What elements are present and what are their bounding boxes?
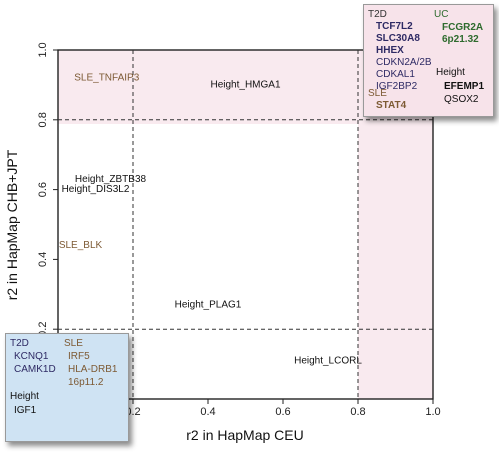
- box-top-t2d-gene: IGF2BP2: [376, 81, 418, 92]
- data-point-label: Height_PLAG1: [175, 299, 242, 310]
- reference-lines: [58, 50, 433, 399]
- box-bottom-t2d-label: T2D: [10, 338, 29, 349]
- box-top-t2d-gene: HHEX: [376, 45, 404, 56]
- box-top-sle-gene: STAT4: [376, 100, 407, 111]
- y-tick-label: 0.4: [37, 252, 49, 267]
- data-point-label: Height_LCORL: [294, 355, 362, 366]
- box-top-t2d-gene: CDKN2A/2B: [376, 57, 432, 68]
- x-tick-label: 0.2: [125, 406, 140, 418]
- plot-frame: [57, 49, 434, 400]
- box-top-t2d-label: T2D: [368, 9, 387, 20]
- y-tick-label: 0.8: [37, 112, 49, 127]
- box-bottom-sle-gene: IRF5: [68, 351, 90, 362]
- box-top-uc-gene: FCGR2A: [442, 22, 484, 33]
- x-tick-label: 1.0: [425, 406, 440, 418]
- box-bottom-t2d-gene: CAMK1D: [14, 364, 56, 375]
- box-bottom-sle-label: SLE: [64, 338, 83, 349]
- box-bottom-sle-gene: HLA-DRB1: [68, 364, 118, 375]
- box-bottom-height-label: Height: [10, 391, 39, 402]
- box-bottom-height-gene: IGF1: [14, 405, 37, 416]
- highlight-region-right: [358, 124, 433, 399]
- box-bottom-sle-gene: 16p11.2: [68, 377, 104, 388]
- data-point-label: SLE_BLK: [59, 240, 103, 251]
- y-tick-label: 0.6: [37, 182, 49, 197]
- box-top-height-label: Height: [436, 67, 465, 78]
- box-top-height-gene: EFEMP1: [444, 81, 485, 92]
- y-axis-title: r2 in HapMap CHB+JPT: [4, 149, 20, 300]
- box-top-sle-label: SLE: [368, 88, 387, 99]
- legend-box-bottom-left: T2D KCNQ1 CAMK1D SLE IRF5 HLA-DRB1 16p11…: [5, 333, 129, 442]
- x-axis-title: r2 in HapMap CEU: [186, 427, 304, 443]
- legend-box-top-right: T2D TCF7L2 SLC30A8 HHEX CDKN2A/2B CDKAL1…: [363, 4, 494, 117]
- x-tick-label: 0.4: [200, 406, 215, 418]
- data-labels: SLE_TNFAIP3Height_HMGA1Height_ZBTB38Heig…: [59, 73, 363, 367]
- x-tick-label: 0.8: [350, 406, 365, 418]
- box-top-height-gene: QSOX2: [444, 94, 479, 105]
- data-point-label: Height_HMGA1: [210, 80, 280, 91]
- box-top-uc-label: UC: [434, 9, 449, 20]
- data-point-label: Height_ZBTB38: [75, 174, 147, 185]
- box-top-t2d-gene: TCF7L2: [376, 21, 413, 32]
- data-point-label: SLE_TNFAIP3: [74, 73, 139, 84]
- box-top-t2d-gene: SLC30A8: [376, 33, 420, 44]
- x-tick-label: 0.6: [275, 406, 290, 418]
- box-bottom-t2d-gene: KCNQ1: [14, 351, 49, 362]
- y-tick-label: 1.0: [37, 42, 49, 57]
- box-top-uc-gene: 6p21.32: [442, 34, 479, 45]
- data-point-label: Height_DIS3L2: [62, 184, 130, 195]
- box-top-t2d-gene: CDKAL1: [376, 69, 415, 80]
